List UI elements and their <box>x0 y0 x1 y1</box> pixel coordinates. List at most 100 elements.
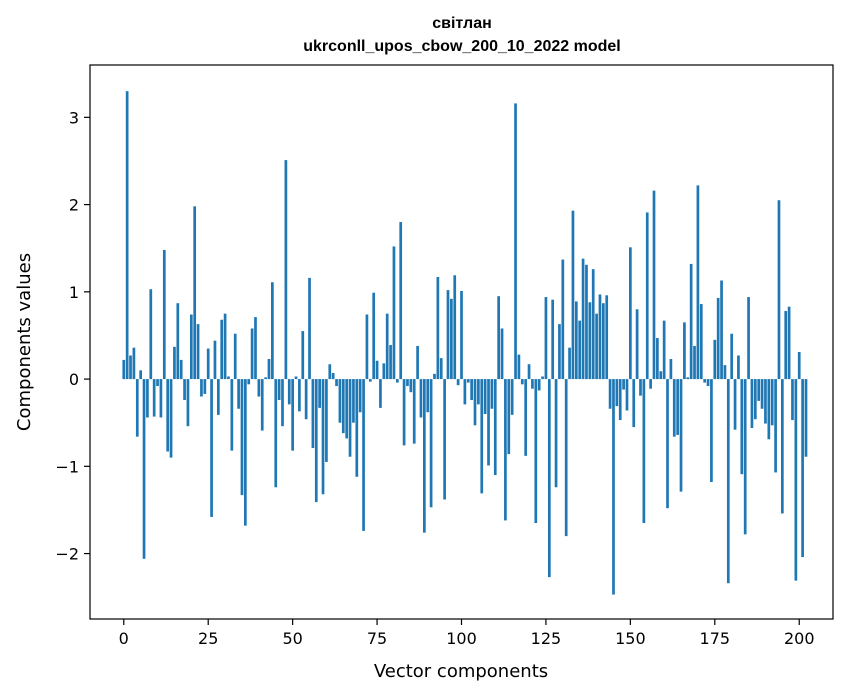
bar <box>460 290 463 380</box>
bar <box>402 379 406 446</box>
bar <box>206 348 210 380</box>
bar <box>669 359 673 380</box>
bar <box>230 379 234 451</box>
bar <box>541 376 544 380</box>
bar <box>146 379 149 418</box>
bar <box>240 379 244 496</box>
bar <box>605 295 609 380</box>
bar <box>716 297 720 380</box>
bar <box>372 292 376 380</box>
bar <box>429 379 433 508</box>
y-tick-label: 3 <box>69 108 79 127</box>
bar <box>787 306 791 380</box>
bar <box>622 379 625 390</box>
bar <box>659 371 663 380</box>
bar <box>183 379 186 401</box>
bar <box>325 379 328 462</box>
bar <box>406 379 409 387</box>
bar <box>220 319 224 380</box>
y-tick-label: 0 <box>69 370 79 389</box>
bar <box>291 379 294 451</box>
bar <box>308 277 311 380</box>
bar <box>416 345 419 380</box>
bar <box>801 379 804 558</box>
x-tick-label: 100 <box>446 629 477 648</box>
bar <box>122 359 126 380</box>
bar <box>159 379 163 418</box>
bar <box>264 377 267 380</box>
bar <box>534 379 538 524</box>
x-axis-ticks: 0 25 50 75 100 125 150 175 200 <box>119 619 815 648</box>
bar <box>433 373 436 380</box>
bar <box>672 379 676 437</box>
bar <box>132 347 136 380</box>
bar <box>767 379 771 440</box>
bar <box>770 379 774 426</box>
bar <box>517 354 521 380</box>
bar <box>693 345 696 380</box>
bar <box>747 297 750 380</box>
bar <box>311 379 315 448</box>
bar <box>439 358 443 380</box>
bar <box>679 379 683 492</box>
bar <box>395 379 399 383</box>
y-axis-label: Components values <box>14 253 35 431</box>
bar <box>233 333 237 380</box>
bar <box>645 212 649 380</box>
bar <box>176 303 180 380</box>
bar <box>196 324 200 380</box>
bar <box>294 376 298 380</box>
bar <box>757 379 761 401</box>
bar <box>179 359 183 380</box>
bar <box>156 379 159 387</box>
bar <box>652 190 656 380</box>
bar <box>696 185 700 380</box>
bar <box>780 379 784 514</box>
bar <box>581 258 585 380</box>
bar <box>726 379 730 584</box>
bar <box>450 298 453 380</box>
bar <box>362 379 365 531</box>
bar <box>490 379 494 409</box>
bar <box>419 379 423 418</box>
bar <box>649 379 652 389</box>
bar <box>777 200 781 380</box>
bar <box>568 347 571 380</box>
bar <box>355 379 359 477</box>
bar <box>173 346 176 380</box>
bar <box>135 379 139 437</box>
bar <box>561 259 565 380</box>
bar <box>558 324 561 380</box>
x-tick-label: 75 <box>367 629 387 648</box>
bar <box>547 379 551 578</box>
bar <box>686 377 690 380</box>
bar <box>507 379 511 455</box>
bar <box>203 379 207 394</box>
x-tick-label: 25 <box>198 629 218 648</box>
bar <box>321 379 325 495</box>
bar <box>483 379 487 414</box>
bar <box>642 379 646 524</box>
bar <box>797 352 801 380</box>
bar <box>666 379 669 509</box>
bar <box>129 355 132 380</box>
bar <box>730 333 734 380</box>
bar <box>345 379 349 439</box>
bar <box>710 379 713 483</box>
bar <box>446 290 450 380</box>
bar <box>764 379 767 424</box>
bar <box>699 304 703 380</box>
bar <box>142 379 146 559</box>
bar <box>733 379 737 430</box>
bar <box>760 379 764 409</box>
bar <box>426 379 430 413</box>
x-tick-label: 175 <box>700 629 731 648</box>
bar <box>689 263 693 380</box>
bar <box>409 379 413 393</box>
bar <box>166 379 170 452</box>
bar <box>456 379 460 386</box>
bar <box>227 376 230 380</box>
y-tick-label: 2 <box>69 196 79 215</box>
bar <box>237 379 240 409</box>
bar <box>676 379 679 435</box>
